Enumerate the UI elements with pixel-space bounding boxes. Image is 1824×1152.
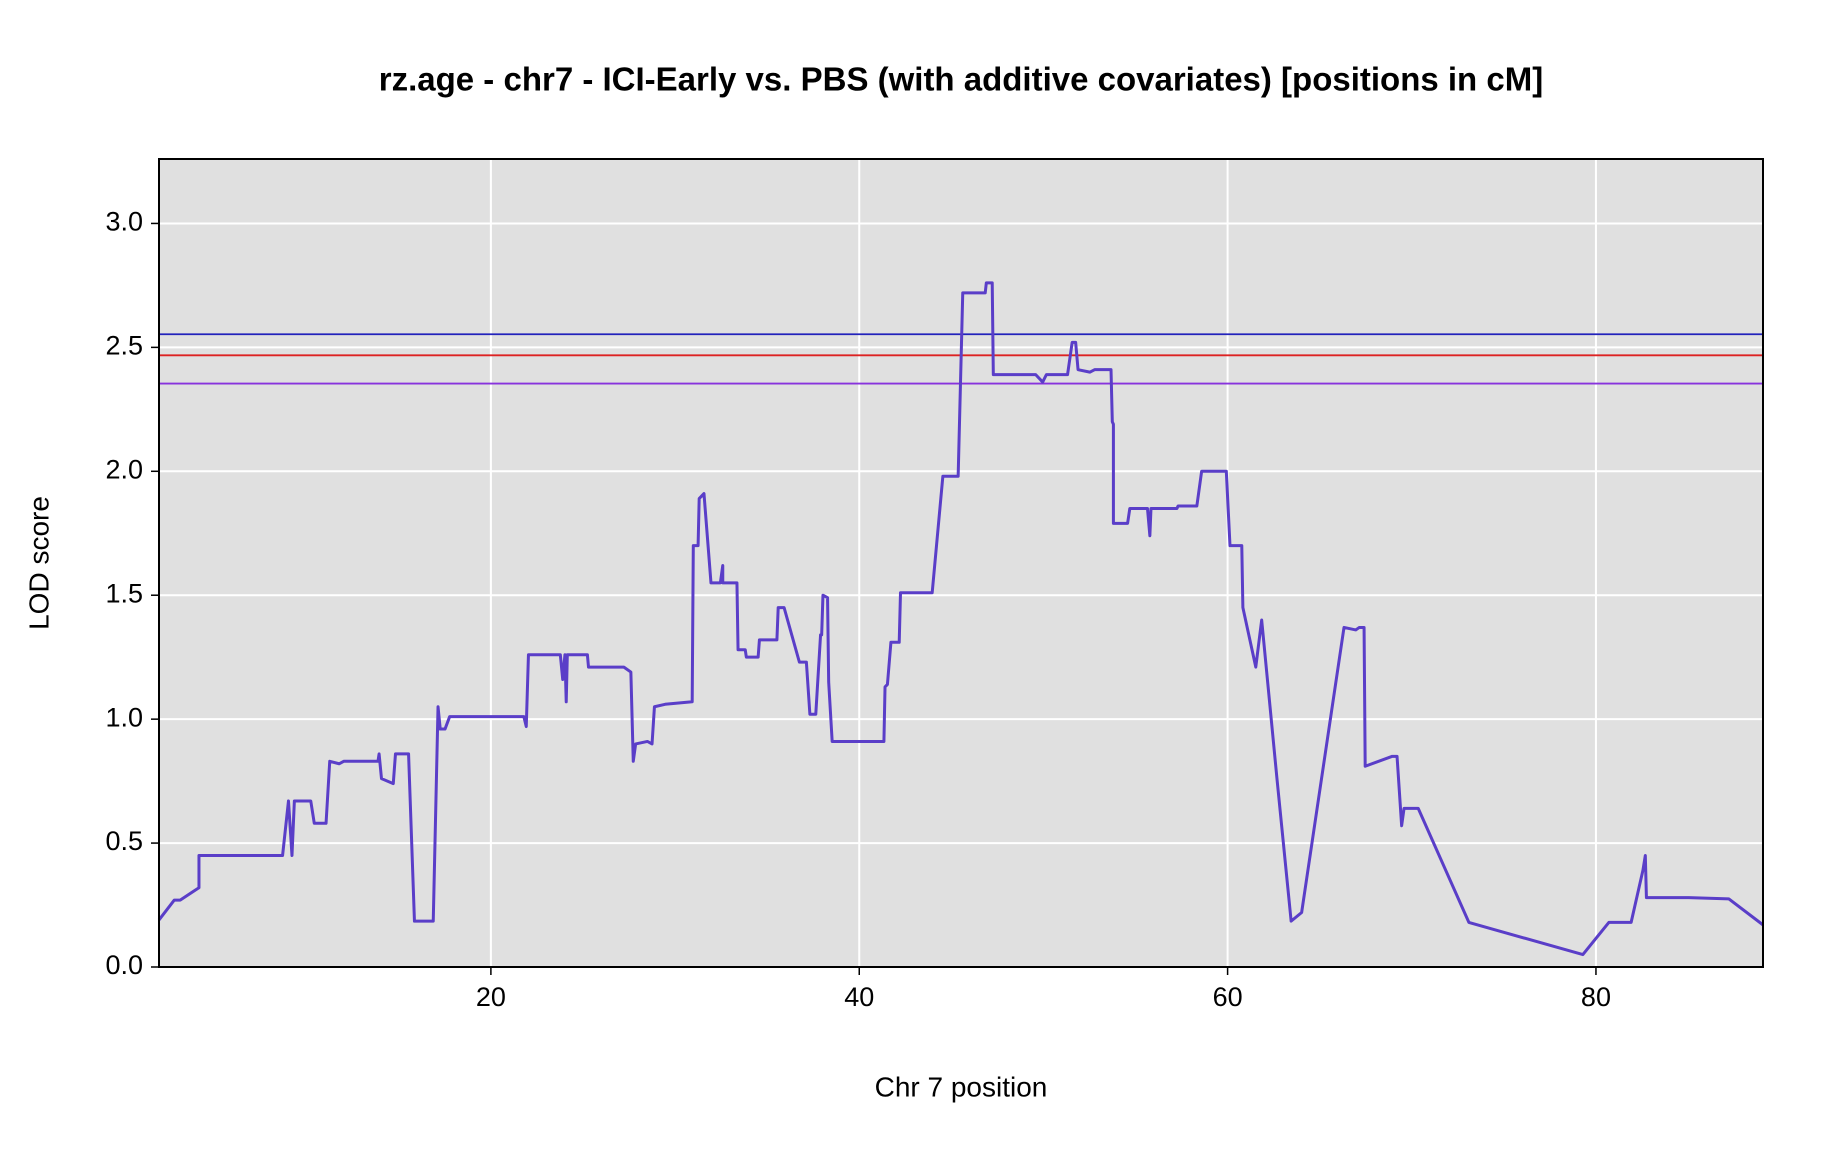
y-tick-label: 1.5 — [105, 578, 143, 608]
x-tick-label: 80 — [1581, 982, 1611, 1012]
data-line — [157, 281, 1764, 957]
x-axis-label: Chr 7 position — [875, 1071, 1048, 1102]
x-tick-label: 40 — [844, 982, 874, 1012]
y-tick-label: 1.0 — [105, 702, 143, 732]
plot-background — [159, 159, 1763, 967]
y-axis-label: LOD score — [23, 496, 54, 630]
x-tick-label: 60 — [1213, 982, 1243, 1012]
x-tick-label: 20 — [476, 982, 506, 1012]
y-tick-label: 2.5 — [105, 330, 143, 360]
plot-frame — [158, 158, 1764, 968]
y-tick-label: 0.5 — [105, 826, 143, 856]
y-tick-label: 0.0 — [105, 950, 143, 980]
y-tick-label: 2.0 — [105, 454, 143, 484]
y-tick-label: 3.0 — [105, 207, 143, 237]
chart-title: rz.age - chr7 - ICI-Early vs. PBS (with … — [379, 61, 1543, 98]
